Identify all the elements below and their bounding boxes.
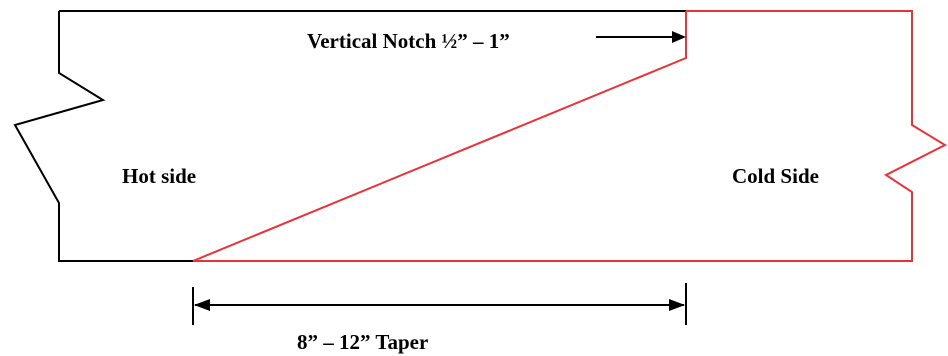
notch-label: Vertical Notch ½” – 1” [307, 29, 510, 53]
hot-side-label: Hot side [122, 164, 196, 188]
taper-label: 8” – 12” Taper [297, 330, 428, 354]
notch-arrowhead [672, 31, 686, 43]
cold-side-outline [192, 10, 948, 262]
hot-side-outline [13, 10, 686, 262]
cold-side-label: Cold Side [732, 164, 819, 188]
taper-arrowhead-right [669, 299, 685, 311]
taper-arrowhead-left [194, 299, 210, 311]
